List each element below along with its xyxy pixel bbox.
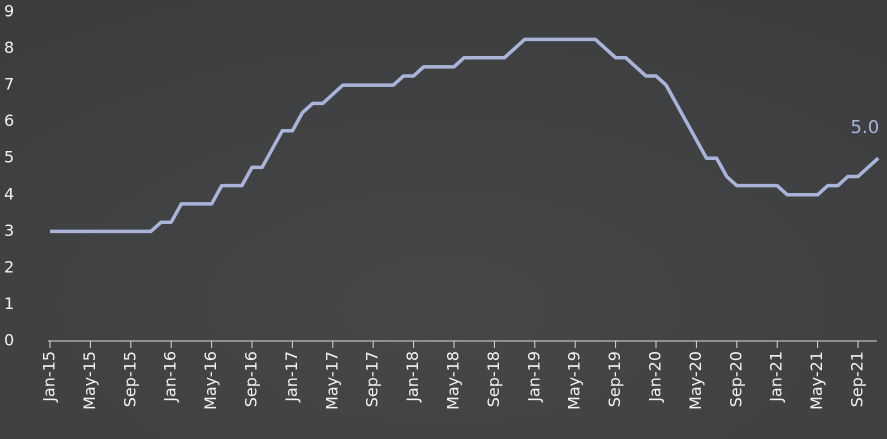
x-tick-label: May-17 [322,351,341,410]
y-tick-label: 8 [4,38,14,57]
x-tick-label: Sep-18 [484,351,503,407]
x-tick-label: May-15 [80,351,99,410]
x-tick-label: Jan-21 [767,351,786,403]
data-label: 5.0 [851,117,880,138]
x-tick-label: Sep-15 [120,351,139,407]
y-tick-label: 2 [4,257,14,276]
x-tick-label: Jan-15 [40,351,59,403]
x-tick-label: Jan-19 [524,351,543,403]
y-tick-label: 1 [4,294,14,313]
x-tick-label: Jan-17 [282,351,301,403]
x-tick-label: Sep-17 [363,351,382,407]
x-tick-label: Jan-18 [403,351,422,403]
y-tick-label: 3 [4,221,14,240]
x-tick-label: Sep-19 [605,351,624,407]
x-tick-label: May-16 [201,351,220,410]
y-tick-label: 7 [4,75,14,94]
y-tick-label: 0 [4,331,14,350]
x-tick-label: Sep-20 [726,351,745,407]
x-tick-label: May-18 [444,351,463,410]
x-tick-label: May-21 [807,351,826,410]
y-tick-label: 5 [4,148,14,167]
x-tick-label: Jan-16 [161,351,180,403]
x-tick-label: Sep-21 [848,351,867,407]
x-tick-label: May-20 [686,351,705,410]
y-tick-label: 9 [4,2,14,21]
y-tick-label: 4 [4,184,14,203]
x-tick-label: May-19 [565,351,584,410]
x-tick-label: Jan-20 [646,351,665,403]
y-tick-label: 6 [4,111,14,130]
line-series [50,37,880,234]
x-tick-label: Sep-16 [242,351,261,407]
